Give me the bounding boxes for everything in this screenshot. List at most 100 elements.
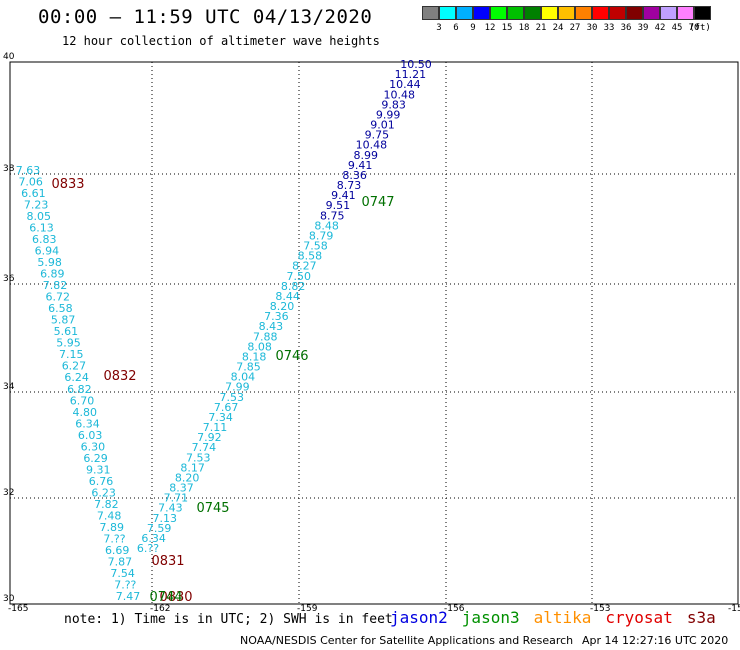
legend-swatch <box>626 6 643 20</box>
track-b-value: 7.59 <box>147 522 172 535</box>
legend-swatch <box>677 6 694 20</box>
track-a-value: 6.27 <box>62 360 87 373</box>
legend-swatch <box>456 6 473 20</box>
legend-tick-label: 45 <box>671 23 683 33</box>
legend-swatch <box>592 6 609 20</box>
track-b-value: 7.67 <box>214 401 239 414</box>
satellite-legend-item: altika <box>533 608 592 627</box>
track-b-value: 6.34 <box>141 532 166 545</box>
credit-line: NOAA/NESDIS Center for Satellite Applica… <box>240 634 574 647</box>
y-tick-label: 36 <box>3 274 15 284</box>
track-b-value: 7.43 <box>158 502 183 515</box>
track-b-value: 8.18 <box>242 350 267 363</box>
track-a-value: 5.61 <box>54 325 79 338</box>
x-tick-label: -165 <box>8 604 28 614</box>
legend-tick-label: 18 <box>518 23 530 33</box>
track-a-value: 7.89 <box>100 521 125 534</box>
track-a-value: 7.23 <box>24 199 49 212</box>
legend-swatch <box>422 6 439 20</box>
track-a-value: 7.82 <box>94 498 119 511</box>
track-b-value: 8.17 <box>180 461 205 474</box>
x-tick-label: -153 <box>590 604 610 614</box>
track-a-value: 6.89 <box>40 268 65 281</box>
track-b-value: 8.27 <box>292 260 317 273</box>
legend-swatch <box>439 6 456 20</box>
track-a-value: 7.06 <box>18 176 43 189</box>
track-a-value: 6.13 <box>29 222 54 235</box>
track-b-value: 8.58 <box>298 250 323 263</box>
track-a-value: 7.87 <box>108 555 133 568</box>
time-label: 0833 <box>51 177 84 192</box>
legend-swatch <box>490 6 507 20</box>
legend-swatch <box>609 6 626 20</box>
legend-tick-label: (ft) <box>689 23 711 33</box>
track-b-value: 8.20 <box>270 300 295 313</box>
track-b-value: 8.48 <box>314 219 339 232</box>
y-tick-label: 38 <box>3 164 15 174</box>
track-a-value: 5.98 <box>37 256 62 269</box>
satellite-legend-item: s3a <box>686 608 716 627</box>
x-tick-label: -159 <box>297 604 318 614</box>
legend-swatch <box>643 6 660 20</box>
track-a-value: 4.80 <box>73 406 98 419</box>
track-a-value: 7.?? <box>114 578 136 591</box>
track-b-value: 8.79 <box>309 229 334 242</box>
legend-tick-label: 36 <box>620 23 632 33</box>
legend-tick-label: 30 <box>586 23 598 33</box>
satellite-legend-item: jason2 <box>390 608 448 627</box>
track-b-value: 8.73 <box>337 179 362 192</box>
track-b-value: 8.36 <box>342 169 367 182</box>
track-a-value: 6.30 <box>81 440 106 453</box>
x-tick-label: -15 <box>728 604 740 614</box>
legend-swatch <box>541 6 558 20</box>
legend-tick-label: 70 <box>688 23 700 33</box>
track-a-value: 6.23 <box>91 486 116 499</box>
track-a-value: 6.61 <box>21 187 46 200</box>
time-label: 0746 <box>275 349 308 364</box>
track-a-value: 6.76 <box>89 475 114 488</box>
time-label: 0832 <box>103 369 136 384</box>
track-a-value: 7.54 <box>110 567 135 580</box>
time-label: 0747 <box>361 195 394 210</box>
track-b-value: 8.44 <box>275 290 300 303</box>
legend-tick-label: 33 <box>603 23 615 33</box>
generation-timestamp: Apr 14 12:27:16 UTC 2020 <box>582 634 729 647</box>
time-label: 0830 <box>159 590 192 605</box>
track-b-value: 9.41 <box>348 159 373 172</box>
track-a-value: 7.48 <box>97 509 122 522</box>
track-b-value: 7.74 <box>192 441 217 454</box>
track-a-value: 5.87 <box>51 314 76 327</box>
track-b-value: 7.13 <box>153 512 178 525</box>
legend-swatch <box>694 6 711 20</box>
track-b-value: 9.75 <box>365 129 390 142</box>
track-b-value: 8.99 <box>354 149 379 162</box>
legend-tick-label: 9 <box>470 23 476 33</box>
legend-swatch <box>507 6 524 20</box>
track-a-value: 6.34 <box>75 417 100 430</box>
track-b-value: 7.88 <box>253 330 278 343</box>
legend-tick-label: 24 <box>552 23 564 33</box>
legend-tick-label: 12 <box>484 23 496 33</box>
track-b-value: 9.41 <box>331 189 356 202</box>
track-b-value: 11.21 <box>395 68 427 81</box>
satellite-legend-item: jason3 <box>461 608 520 627</box>
track-b-value: 8.04 <box>231 371 256 384</box>
time-label: 0831 <box>151 554 184 569</box>
track-b-value: 7.36 <box>264 310 289 323</box>
track-a-value: 6.29 <box>83 452 108 465</box>
x-tick-label: -156 <box>444 604 465 614</box>
track-a-value: 7.?? <box>103 532 125 545</box>
track-b-value: 10.48 <box>356 139 388 152</box>
track-b-value: 8.08 <box>247 340 272 353</box>
track-b-value: 10.48 <box>384 88 416 101</box>
track-b-value: 8.43 <box>259 320 284 333</box>
track-a-value: 7.63 <box>16 164 41 177</box>
track-a-value: 6.03 <box>78 429 103 442</box>
track-b-value: 6.?? <box>137 542 159 555</box>
y-tick-label: 32 <box>3 488 14 498</box>
track-b-value: 7.11 <box>203 421 228 434</box>
track-a-value: 6.82 <box>67 383 92 396</box>
track-a-value: 6.58 <box>48 302 73 315</box>
track-b-value: 7.92 <box>197 431 222 444</box>
legend-tick-label: 6 <box>453 23 459 33</box>
